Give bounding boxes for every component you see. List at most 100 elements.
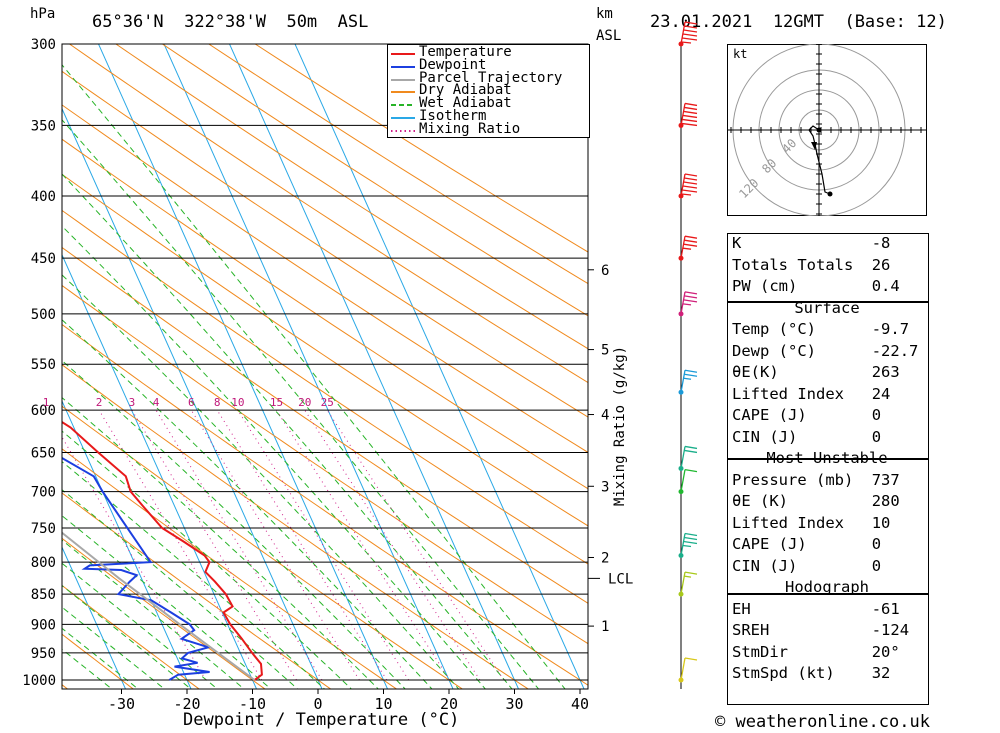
legend-label: Wet Adiabat (419, 95, 512, 112)
wet-adiabat (62, 627, 139, 689)
temperature-line (62, 420, 263, 681)
barb-feather (684, 657, 698, 661)
barb-feather (683, 299, 698, 303)
hodograph-panel: kt 40 80 120 (727, 44, 927, 216)
index-row: Lifted Index 10 (727, 513, 927, 535)
pressure-tick-label: 450 (31, 251, 56, 267)
km-tick-label: 1 (601, 619, 609, 635)
temp-tick-label: -10 (239, 695, 266, 713)
wet-adiabat (62, 430, 353, 689)
wet-adiabat-lines (62, 64, 566, 689)
barb-feather (684, 21, 698, 25)
barb-half-feather (683, 377, 692, 380)
index-value: 0 (871, 556, 882, 575)
hodograph-title: Hodograph (785, 578, 869, 596)
axes: 3003504004505005506006507007508008509009… (22, 37, 589, 713)
index-label: Dewp (°C) (732, 341, 816, 360)
mixing-ratio-label: 25 (321, 396, 334, 409)
index-label: CAPE (J) (732, 535, 807, 553)
mixing-ratio-label: 1 (43, 396, 50, 409)
temp-tick-label: 20 (440, 695, 458, 713)
index-value: 263 (871, 363, 900, 381)
legend-label: Isotherm (419, 108, 487, 124)
index-label: Lifted Index (732, 513, 844, 532)
index-row: Temp (°C) -9.7 (727, 319, 927, 341)
dry-adiabat (62, 209, 588, 565)
index-row: PW (cm) 0.4 (727, 276, 927, 298)
legend-swatch (391, 78, 415, 81)
index-label: θE(K) (732, 363, 779, 381)
dry-adiabat (115, 44, 588, 350)
temp-tick-label: 40 (571, 695, 589, 713)
plot-frame (61, 43, 589, 690)
x-axis-label: Dewpoint / Temperature (°C) (183, 710, 460, 730)
barb-feather (684, 468, 698, 473)
index-label: Totals Totals (732, 255, 854, 274)
legend-label: Dry Adiabat (419, 82, 512, 99)
pressure-tick-label: 800 (31, 555, 56, 571)
wet-adiabat (62, 461, 326, 689)
barb-staff (680, 657, 686, 681)
isotherm (163, 44, 454, 689)
km-tick-label: 5 (601, 343, 609, 359)
pressure-tick-label: 850 (31, 587, 56, 603)
index-row: θE (K) 280 (727, 491, 927, 513)
barb-staff (680, 370, 686, 393)
index-value: -124 (871, 621, 910, 639)
barb-feather (683, 243, 698, 247)
legend-entry: Wet Adiabat (388, 95, 588, 112)
pressure-tick-label: 950 (31, 646, 56, 662)
barb-feather (683, 29, 698, 33)
barb-feather (682, 118, 698, 123)
legend-label: Temperature (419, 44, 512, 60)
index-label: CIN (J) (732, 427, 798, 446)
index-label: CAPE (J) (732, 406, 807, 424)
legend-entry: Mixing Ratio (388, 120, 588, 137)
hodograph-unit: kt (733, 47, 747, 61)
index-value: 737 (871, 470, 900, 489)
barb-staff (680, 533, 686, 556)
legend-label: Mixing Ratio (419, 120, 521, 137)
lcl-label: LCL (608, 571, 633, 587)
mixing-ratio-label: 15 (270, 396, 283, 409)
barb-feather (684, 532, 698, 537)
barb-feather (684, 449, 698, 454)
index-value: 26 (871, 255, 891, 274)
dry-adiabat (68, 44, 588, 384)
datetime-label: 23.01.2021 12GMT (Base: 12) (650, 12, 947, 32)
temp-tick-label: -30 (108, 695, 135, 713)
index-value: 24 (871, 384, 891, 403)
dry-adiabat (62, 70, 588, 418)
barb-feather (684, 571, 698, 575)
legend-entry: Dry Adiabat (388, 82, 588, 99)
mixing-ratio-label: 10 (231, 396, 244, 409)
mixing-ratio-line (276, 409, 451, 681)
pressure-tick-label: 750 (31, 521, 56, 537)
pressure-tick-label: 350 (31, 118, 56, 134)
barb-staff (680, 291, 686, 314)
index-value: 20° (871, 642, 900, 661)
barb-feather (684, 369, 698, 373)
section-title: Hodograph (727, 577, 927, 599)
index-value: -9.7 (871, 320, 910, 338)
pressure-tick-label: 900 (31, 617, 56, 633)
dry-adiabat (62, 633, 135, 689)
location-title: 65°36'N 322°38'W 50m ASL (92, 12, 369, 32)
barb-half-feather (684, 575, 692, 578)
legend-swatch (391, 104, 415, 107)
barb-feather (682, 114, 698, 119)
copyright-link[interactable]: © weatheronline.co.uk (715, 712, 930, 732)
pressure-unit-label: hPa (30, 6, 56, 22)
wet-adiabat (62, 119, 540, 689)
legend-entry: Dewpoint (388, 58, 588, 73)
barb-feather (683, 110, 698, 115)
barb-feather (682, 185, 698, 189)
barb-staff (680, 173, 686, 197)
index-value: -8 (871, 234, 891, 252)
index-label: Pressure (mb) (732, 470, 854, 489)
isotherm (62, 253, 258, 689)
index-label: StmSpd (kt) (732, 664, 835, 682)
pressure-tick-label: 300 (31, 37, 56, 53)
mixing-ratio-label: 2 (96, 396, 103, 409)
